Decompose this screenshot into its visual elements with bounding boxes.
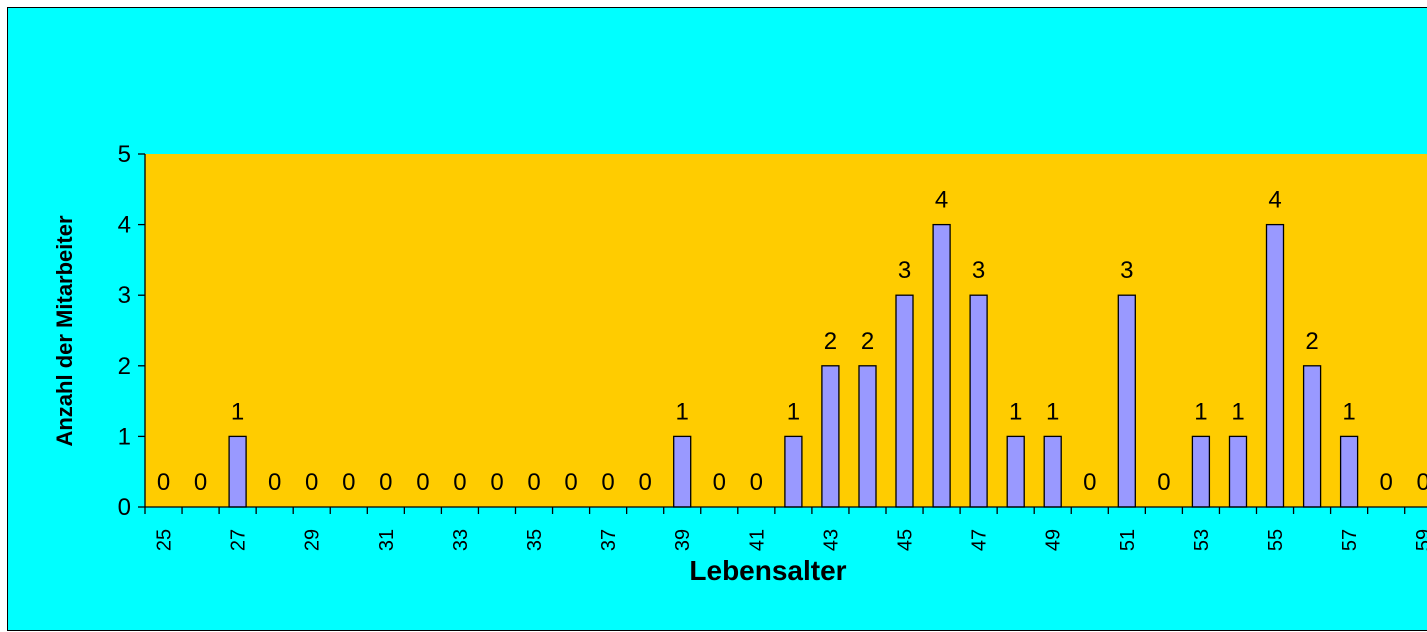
data-label: 0 <box>601 469 614 496</box>
data-label: 1 <box>1194 398 1207 425</box>
y-tick-label: 3 <box>118 282 131 309</box>
x-tick-label: 25 <box>154 529 176 551</box>
y-tick-label: 1 <box>118 423 131 450</box>
data-label: 1 <box>676 398 689 425</box>
y-axis-title: Anzahl der Mitarbeiter <box>52 215 77 446</box>
y-tick-label: 2 <box>118 353 131 380</box>
bar <box>858 365 877 508</box>
data-label: 1 <box>1231 398 1244 425</box>
data-label: 1 <box>1046 398 1059 425</box>
data-label: 0 <box>1083 469 1096 496</box>
x-tick-label: 59 <box>1413 529 1427 551</box>
x-axis-title: Lebensalter <box>689 555 846 586</box>
x-tick-label: 43 <box>820 529 842 551</box>
bar <box>1302 365 1322 508</box>
y-tick-label: 4 <box>118 212 131 239</box>
data-label: 0 <box>157 469 170 496</box>
data-label: 0 <box>342 469 355 496</box>
data-label: 3 <box>898 257 911 284</box>
x-tick-label: 33 <box>450 529 472 551</box>
data-label: 0 <box>564 469 577 496</box>
x-tick-label: 45 <box>895 529 917 551</box>
x-tick-label: 53 <box>1191 529 1213 551</box>
bar <box>673 435 692 508</box>
x-tick-label: 29 <box>302 529 324 551</box>
bar <box>1191 435 1211 508</box>
data-label: 0 <box>639 469 652 496</box>
data-label: 0 <box>379 469 392 496</box>
bar <box>784 435 803 508</box>
y-tick-label: 0 <box>118 494 131 521</box>
data-label: 0 <box>1157 469 1170 496</box>
x-tick-label: 27 <box>228 529 250 551</box>
data-label: 0 <box>490 469 503 496</box>
bar <box>1228 435 1248 508</box>
bar <box>1339 435 1359 508</box>
data-label: 3 <box>1120 257 1133 284</box>
bar <box>821 365 840 508</box>
x-tick-label: 37 <box>598 529 620 551</box>
data-label: 1 <box>231 398 244 425</box>
x-axis: 25 27 29 31 33 35 37 39 41 43 45 47 49 51 53 55 57 59 <box>144 506 1427 551</box>
data-label: 0 <box>453 469 466 496</box>
x-tick-label: 31 <box>376 529 398 551</box>
data-label: 0 <box>305 469 318 496</box>
x-tick-label: 39 <box>672 529 694 551</box>
data-label: 0 <box>1380 469 1393 496</box>
bar <box>1265 223 1285 508</box>
data-label: 4 <box>1268 187 1281 214</box>
data-label: 3 <box>972 257 985 284</box>
data-label: 2 <box>861 328 874 355</box>
x-tick-label: 47 <box>969 529 991 551</box>
bar <box>228 435 247 508</box>
bar <box>1043 435 1062 508</box>
data-label: 0 <box>527 469 540 496</box>
data-label: 0 <box>713 469 726 496</box>
data-label: 2 <box>824 328 837 355</box>
data-label: 0 <box>1417 469 1427 496</box>
data-label: 1 <box>1342 398 1355 425</box>
bar-group <box>228 223 1359 508</box>
bar <box>1006 435 1025 508</box>
y-axis: 0 1 2 3 4 5 <box>118 141 146 521</box>
data-label: 0 <box>268 469 281 496</box>
data-label: 0 <box>750 469 763 496</box>
x-tick-label: 41 <box>746 529 768 551</box>
data-label: 0 <box>194 469 207 496</box>
x-tick-label: 55 <box>1265 529 1287 551</box>
x-tick-label: 49 <box>1043 529 1065 551</box>
data-label: 4 <box>935 187 948 214</box>
bar <box>895 294 914 508</box>
y-tick-label: 5 <box>118 141 131 168</box>
bar <box>1117 294 1136 508</box>
bar <box>932 223 951 508</box>
data-label: 2 <box>1305 328 1318 355</box>
x-tick-label: 51 <box>1117 529 1139 551</box>
x-tick-label: 35 <box>524 529 546 551</box>
x-tick-label: 57 <box>1339 529 1361 551</box>
data-label: 1 <box>1009 398 1022 425</box>
data-label: 1 <box>787 398 800 425</box>
bar <box>969 294 988 508</box>
data-label: 0 <box>416 469 429 496</box>
